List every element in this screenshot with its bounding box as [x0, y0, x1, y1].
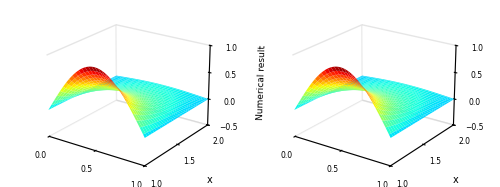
- Y-axis label: x: x: [452, 175, 458, 185]
- Y-axis label: x: x: [207, 175, 212, 185]
